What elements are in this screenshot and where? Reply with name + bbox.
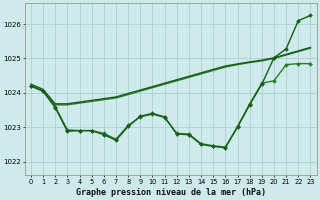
X-axis label: Graphe pression niveau de la mer (hPa): Graphe pression niveau de la mer (hPa) <box>76 188 266 197</box>
